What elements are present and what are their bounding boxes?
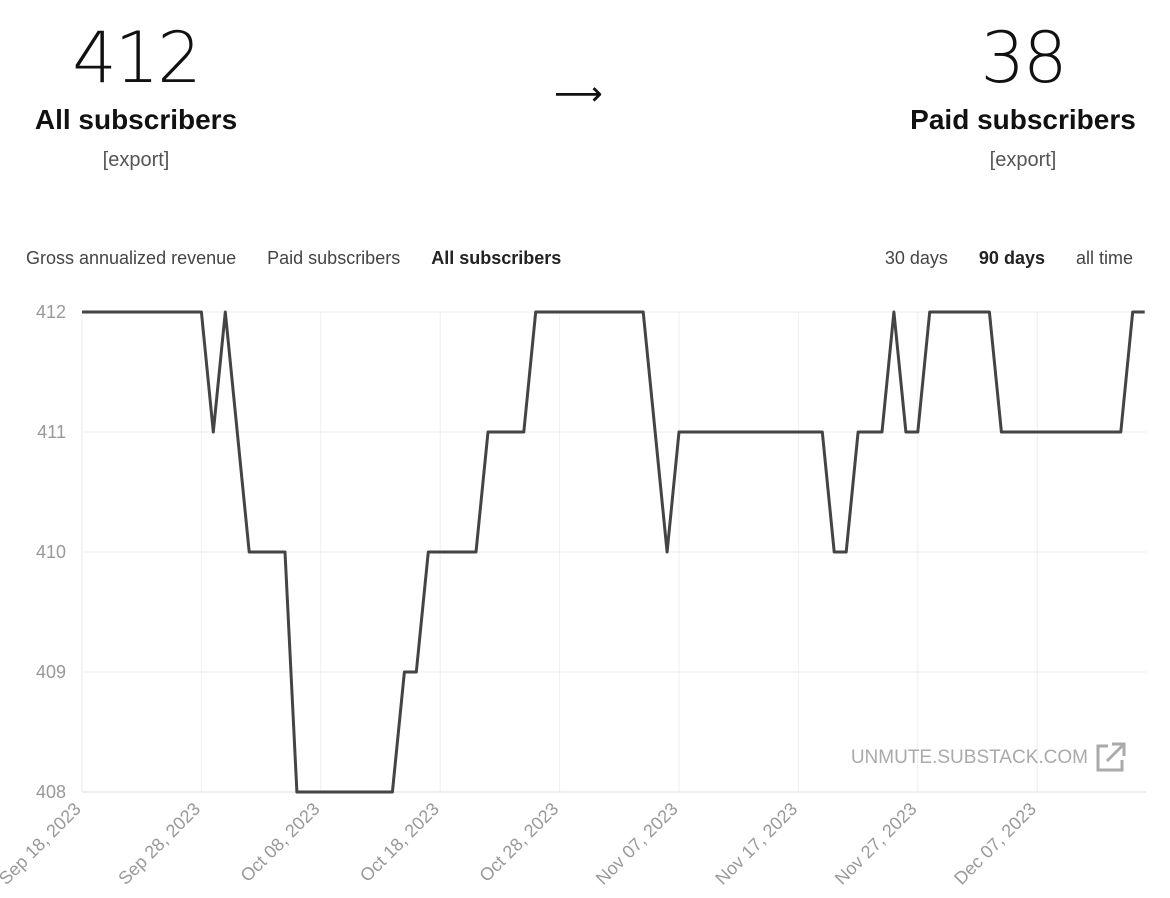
- metric-tabs: Gross annualized revenue Paid subscriber…: [26, 248, 561, 269]
- y-tick-label: 412: [36, 302, 66, 322]
- y-tick-label: 410: [36, 542, 66, 562]
- paid-subscribers-stat: 38 Paid subscribers [export]: [893, 18, 1153, 174]
- all-subscribers-export-link[interactable]: [export]: [102, 149, 170, 171]
- x-tick-label: Dec 07, 2023: [950, 799, 1040, 889]
- tab-gross-annualized-revenue[interactable]: Gross annualized revenue: [26, 248, 237, 268]
- x-tick-label: Sep 18, 2023: [0, 799, 85, 889]
- x-axis: Sep 18, 2023 Sep 28, 2023 Oct 08, 2023 Oct …: [0, 799, 1040, 889]
- watermark[interactable]: UNMUTE.SUBSTACK.COM: [851, 742, 1126, 772]
- all-subscribers-label: All subscribers: [34, 104, 238, 135]
- arrow-right-icon: ⟶: [554, 74, 603, 114]
- range-all-time[interactable]: all time: [1075, 248, 1133, 268]
- range-90-days[interactable]: 90 days: [978, 248, 1045, 268]
- x-tick-label: Sep 28, 2023: [114, 799, 204, 889]
- paid-subscribers-label: Paid subscribers: [910, 104, 1136, 135]
- all-subscribers-stat: 412 All subscribers [export]: [6, 18, 266, 174]
- chart-grid: [81, 311, 1146, 793]
- y-tick-label: 409: [36, 662, 66, 682]
- y-tick-label: 411: [37, 422, 66, 442]
- y-axis: 412 411 410 409 408: [36, 302, 66, 802]
- external-link-icon: [1096, 742, 1126, 772]
- paid-subscribers-count: 38: [980, 17, 1067, 99]
- x-tick-label: Nov 17, 2023: [711, 799, 801, 889]
- x-tick-label: Oct 08, 2023: [237, 799, 324, 886]
- x-tick-label: Oct 18, 2023: [356, 799, 443, 886]
- tab-all-subscribers[interactable]: All subscribers: [431, 248, 562, 268]
- subscribers-line-chart: 412 411 410 409 408 Sep 18, 2023 Sep 28, 2023…: [0, 302, 1146, 889]
- x-tick-label: Nov 27, 2023: [831, 799, 921, 889]
- series-line: [82, 310, 1145, 794]
- x-tick-label: Nov 07, 2023: [592, 799, 682, 889]
- y-tick-label: 408: [36, 782, 66, 802]
- range-selector: 30 days 90 days all time: [885, 248, 1133, 269]
- all-subscribers-count: 412: [72, 17, 202, 99]
- watermark-text: UNMUTE.SUBSTACK.COM: [851, 747, 1088, 768]
- range-30-days[interactable]: 30 days: [884, 248, 948, 268]
- x-tick-label: Oct 28, 2023: [475, 799, 562, 886]
- tab-paid-subscribers[interactable]: Paid subscribers: [267, 248, 401, 268]
- paid-subscribers-export-link[interactable]: [export]: [989, 149, 1057, 171]
